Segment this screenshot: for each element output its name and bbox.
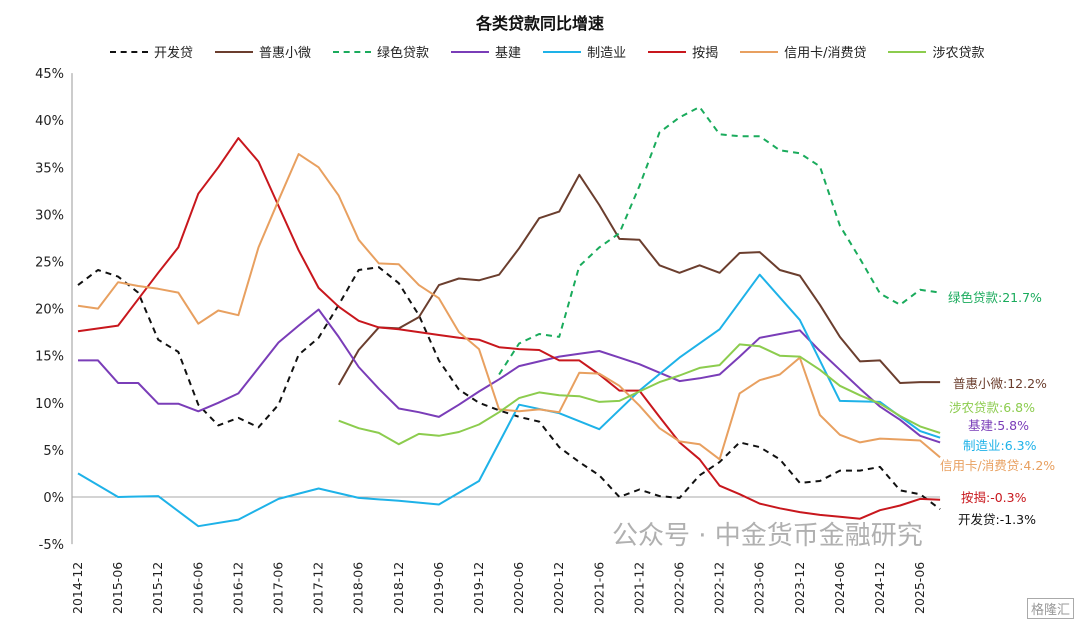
y-tick-label: 30% [35,208,64,223]
y-tick-label: -5% [39,538,64,553]
end-label-infra: 基建:5.8% [968,418,1029,433]
legend-label: 绿色贷款 [377,46,430,61]
series-line-agri [338,343,941,446]
x-tick-label: 2015-06 [110,562,125,614]
legend-swatch [215,50,254,53]
x-tick-label: 2021-12 [631,562,646,614]
legend-swatch [543,50,582,53]
series-line-micro [337,173,941,386]
legend-item-mortgage: 按揭 [648,42,718,61]
series-line-infra [78,308,941,444]
y-tick-label: 0% [43,491,64,506]
legend-label: 制造业 [587,46,627,61]
series-line-green [498,106,941,376]
legend-item-green: 绿色贷款 [333,42,429,61]
x-tick-label: 2022-12 [712,562,727,614]
x-tick-label: 2020-06 [511,562,526,614]
legend-item-dev: 开发贷 [110,42,193,61]
x-tick-label: 2021-06 [591,562,606,614]
x-tick-label: 2015-12 [150,562,165,614]
x-tick-label: 2018-06 [351,562,366,614]
legend-label: 按揭 [692,46,719,61]
y-tick-label: 20% [35,303,64,318]
y-tick-label: 10% [35,397,64,412]
series-line-dev [77,266,941,510]
watermark: 公众号 · 中金货币金融研究 [612,521,923,551]
y-tick-label: 5% [43,444,64,459]
legend-item-micro: 普惠小微 [215,42,311,61]
legend-item-infra: 基建 [451,42,521,61]
x-tick-label: 2017-06 [271,562,286,614]
legend-swatch [451,50,490,53]
legend-label: 涉农贷款 [932,46,985,61]
x-tick-label: 2025-06 [912,562,927,614]
x-tick-label: 2016-06 [190,562,205,614]
x-tick-label: 2024-12 [872,562,887,614]
x-tick-label: 2023-12 [792,562,807,614]
y-tick-label: 25% [35,256,64,271]
legend-item-agri: 涉农贷款 [888,42,985,61]
legend-label: 普惠小微 [259,46,312,61]
end-label-agri: 涉农贷款:6.8% [949,400,1035,415]
x-tick-label: 2016-12 [230,562,245,614]
end-label-micro: 普惠小微:12.2% [953,376,1047,391]
x-tick-label: 2018-12 [391,562,406,614]
legend-swatch [333,50,372,53]
x-tick-label: 2020-12 [551,562,566,614]
legend-item-consumer: 信用卡/消费贷 [740,42,866,61]
legend-swatch [110,50,148,53]
end-label-green: 绿色贷款:21.7% [948,290,1042,305]
x-tick-label: 2014-12 [70,562,85,614]
legend-label: 信用卡/消费贷 [784,46,867,61]
end-label-mfg: 制造业:6.3% [963,438,1037,453]
legend-swatch [888,50,927,53]
legend-item-mfg: 制造业 [543,42,626,61]
legend-label: 开发贷 [154,46,194,61]
chart-title: 各类贷款同比增速 [475,14,604,33]
legend-swatch [648,50,687,53]
series-line-mortgage [77,137,941,520]
y-tick-label: 35% [35,161,64,176]
end-label-mortgage: 按揭:-0.3% [961,490,1027,505]
logo: 格隆汇 [1026,598,1074,619]
legend: 开发贷 普惠小微 绿色贷款 基建 制造业 按揭 信用卡/消费贷 涉农贷款 [110,42,985,61]
series-line-consumer [77,153,941,461]
legend-label: 基建 [495,46,522,61]
x-tick-label: 2019-12 [471,562,486,614]
series-line-mfg [77,273,941,528]
x-tick-label: 2017-12 [311,562,326,614]
end-label-consumer: 信用卡/消费贷:4.2% [940,458,1055,473]
x-tick-label: 2024-06 [832,562,847,614]
y-tick-label: 40% [35,114,64,129]
end-label-dev: 开发贷:-1.3% [958,512,1036,527]
legend-swatch [740,50,779,53]
y-tick-label: 45% [35,67,64,82]
x-tick-label: 2022-06 [672,562,687,614]
x-tick-label: 2019-06 [431,562,446,614]
y-tick-label: 15% [35,350,64,365]
x-tick-label: 2023-06 [752,562,767,614]
